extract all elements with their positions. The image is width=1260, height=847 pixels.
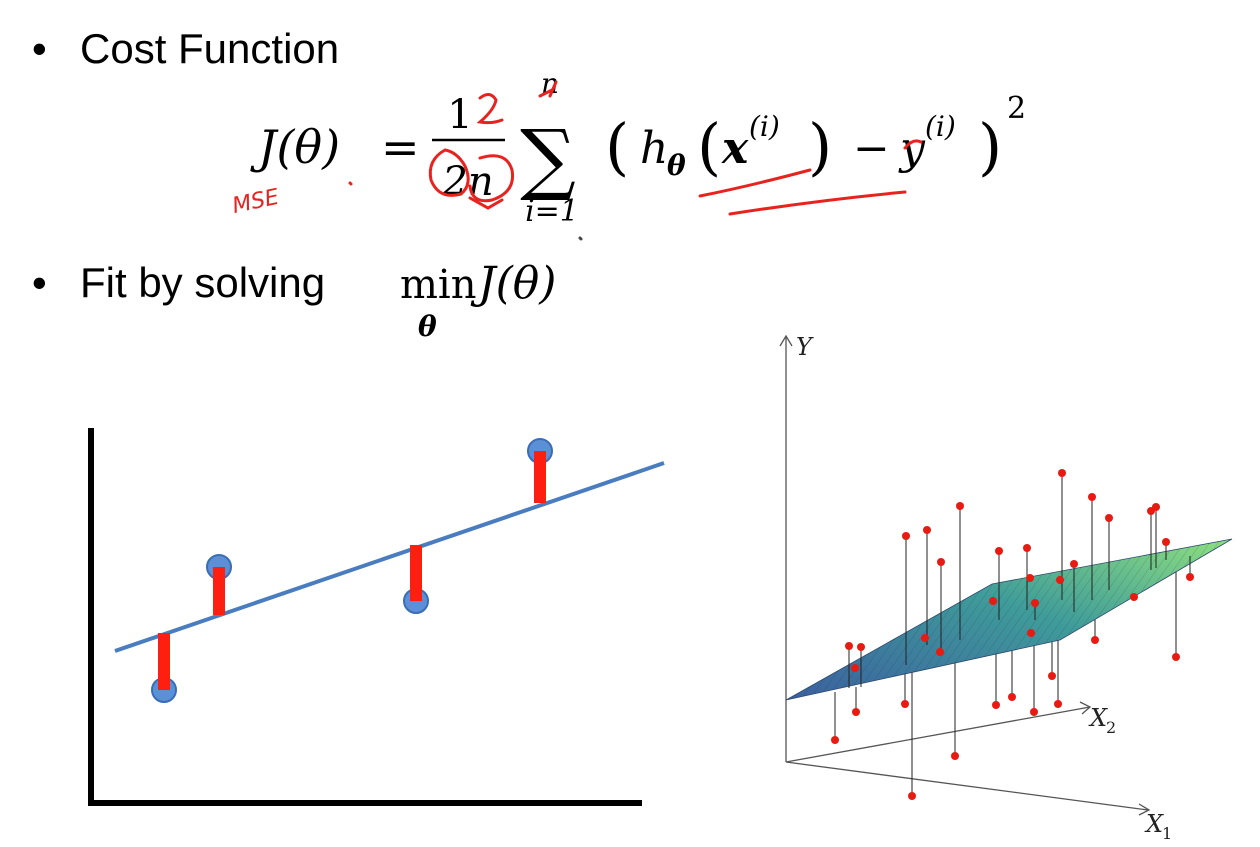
data-point-3d	[1026, 574, 1034, 582]
eq-x: x	[721, 123, 749, 174]
annotation-arrow-down	[468, 196, 504, 210]
x2-axis	[785, 706, 1091, 763]
eq-x-sup: (i)	[749, 110, 780, 143]
minimize-expression: min θ J(θ)	[400, 258, 556, 343]
data-point-3d	[1105, 514, 1113, 522]
eq-equals: =	[381, 120, 420, 174]
annotation-mse: MSE	[230, 185, 281, 219]
data-point-3d	[1030, 708, 1038, 716]
annotation-n-tick	[538, 80, 558, 98]
bullet-dot: •	[32, 259, 47, 306]
y3d-arrow-icon	[779, 334, 793, 347]
data-point-3d	[1172, 653, 1180, 661]
eq-lparen-outer: (	[605, 110, 629, 183]
eq-y: y	[898, 123, 926, 174]
data-point-3d	[995, 547, 1003, 555]
annotation-2-over-1	[476, 93, 504, 125]
x2-sub: 2	[1106, 718, 1116, 737]
eq-power: 2	[1007, 91, 1026, 126]
annotation-circle-n	[468, 154, 515, 203]
data-point-3d	[951, 752, 959, 760]
residual-bar	[534, 451, 546, 503]
data-point-3d	[902, 532, 910, 540]
eq-h-sub: θ	[667, 149, 686, 182]
data-point-3d	[1091, 636, 1099, 644]
annotation-circle-2	[428, 148, 470, 197]
data-point-3d	[1058, 469, 1066, 477]
data-point-3d	[1048, 672, 1056, 680]
annotation-underline-x	[698, 168, 812, 198]
residual-bar	[410, 545, 422, 601]
residual-bar	[158, 633, 170, 690]
regression-plane-mesh	[786, 539, 1232, 700]
data-point-3d	[845, 642, 853, 650]
eq-sum-symbol: ∑	[520, 114, 576, 204]
data-point-3d	[1027, 629, 1035, 637]
data-point-3d	[936, 648, 944, 656]
data-point-3d	[937, 558, 945, 566]
regression-3d-plot: Y X 2 X 1	[779, 333, 1233, 843]
data-point-3d	[1056, 576, 1064, 584]
eq-numerator: 1	[447, 92, 472, 138]
annotation-dot	[348, 181, 353, 186]
x1-arrow-icon	[1138, 803, 1151, 816]
eq-sum-bottom: i=1	[525, 194, 579, 229]
data-point-3d	[831, 736, 839, 744]
x2-label: X	[1088, 704, 1108, 732]
data-point-3d	[1070, 560, 1078, 568]
data-point-3d	[852, 708, 860, 716]
x1-axis	[785, 761, 1149, 811]
min-sub: θ	[418, 310, 437, 343]
x2-arrow-icon	[1079, 701, 1092, 715]
data-point-3d	[992, 701, 1000, 709]
x1-label: X	[1144, 810, 1164, 838]
data-point-3d	[908, 792, 916, 800]
eq-h: h	[640, 123, 668, 174]
data-point-3d	[989, 597, 997, 605]
min-expr: J(θ)	[470, 258, 556, 309]
eq-lparen-inner: (	[697, 110, 721, 183]
eq-lhs: J(θ)	[250, 120, 340, 174]
data-point-3d	[921, 634, 929, 642]
data-point-3d	[1023, 544, 1031, 552]
handwritten-annotations	[348, 80, 923, 241]
eq-y-sup: (i)	[925, 110, 956, 143]
data-point-3d	[923, 526, 931, 534]
data-point-3d	[1186, 573, 1194, 581]
data-point-3d	[851, 664, 859, 672]
min-op: min	[400, 262, 476, 308]
stray-dot	[578, 236, 583, 241]
bullet-text: Cost Function	[80, 25, 340, 72]
eq-rparen-outer: )	[978, 110, 1002, 183]
data-point-3d	[1088, 493, 1096, 501]
data-point-3d	[857, 643, 865, 651]
x1-sub: 1	[1162, 824, 1172, 843]
data-point-3d	[1008, 693, 1016, 701]
data-point-3d	[956, 502, 964, 510]
data-point-3d	[1152, 503, 1160, 511]
annotation-y-tick	[903, 139, 923, 150]
bullet-text: Fit by solving	[80, 259, 326, 306]
points-3d	[831, 469, 1194, 800]
regression-2d-plot	[88, 428, 665, 806]
bullet-dot: •	[32, 25, 47, 72]
data-point-3d	[1162, 538, 1170, 546]
y3d-label: Y	[796, 333, 814, 361]
cost-equation: J(θ) = 1 2n n ∑ i=1 ( h θ ( x (i) ) − y …	[250, 67, 1026, 229]
data-point-3d	[1130, 593, 1138, 601]
eq-rparen-inner: )	[808, 110, 832, 183]
data-point-3d	[1054, 700, 1062, 708]
data-point-3d	[1031, 599, 1039, 607]
eq-minus: −	[853, 123, 890, 174]
residual-bar	[213, 567, 225, 615]
annotation-underline-y	[728, 190, 907, 216]
fit-line	[114, 461, 665, 653]
data-point-3d	[901, 700, 909, 708]
